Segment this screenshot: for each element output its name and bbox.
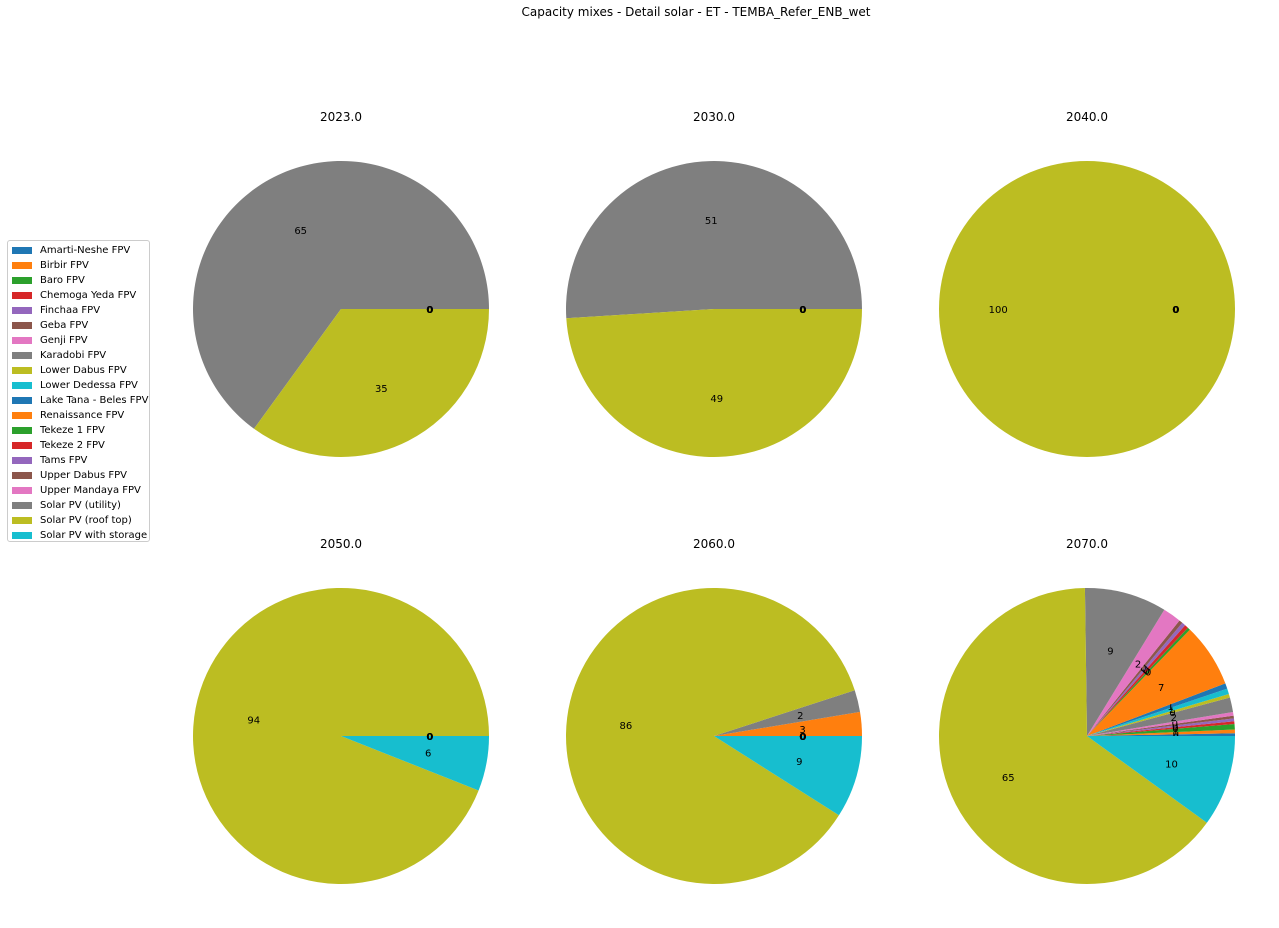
slice-label: 9 <box>796 757 802 768</box>
slice-label: 6 <box>425 749 431 760</box>
pie-title: 2030.0 <box>693 110 735 124</box>
slice-label: 2 <box>1135 659 1141 670</box>
slice-label: 51 <box>705 216 718 227</box>
slice-label: 65 <box>1002 773 1015 784</box>
pie-title: 2050.0 <box>320 537 362 551</box>
pie-slice <box>566 161 862 318</box>
zero-label: 0 <box>426 732 433 743</box>
pie-chart: 2060.0328690000 <box>566 537 862 884</box>
pie-title: 2060.0 <box>693 537 735 551</box>
slice-label: 94 <box>247 715 260 726</box>
pie-slice <box>939 161 1235 457</box>
slice-label: 35 <box>375 384 388 395</box>
pie-title: 2023.0 <box>320 110 362 124</box>
zero-label: 0 <box>1172 305 1179 316</box>
pie-chart: 2050.094600 <box>193 537 489 884</box>
pie-chart: 2023.06535000 <box>193 110 489 457</box>
slice-label: 86 <box>620 721 633 732</box>
zero-label: 0 <box>799 305 806 316</box>
pie-title: 2070.0 <box>1066 537 1108 551</box>
zero-label: 0 <box>426 305 433 316</box>
slice-label: 2 <box>797 711 803 722</box>
slice-label: 49 <box>710 394 723 405</box>
pie-title: 2040.0 <box>1066 110 1108 124</box>
zero-label: 0 <box>799 732 806 743</box>
slice-label: 65 <box>294 226 307 237</box>
pie-chart: 2070.00010000201170000296510 <box>939 537 1235 884</box>
slice-label: 100 <box>989 305 1008 316</box>
slice-label: 9 <box>1107 646 1113 657</box>
pie-slice <box>566 309 862 457</box>
slice-label: 7 <box>1158 683 1164 694</box>
slice-label: 10 <box>1165 759 1178 770</box>
